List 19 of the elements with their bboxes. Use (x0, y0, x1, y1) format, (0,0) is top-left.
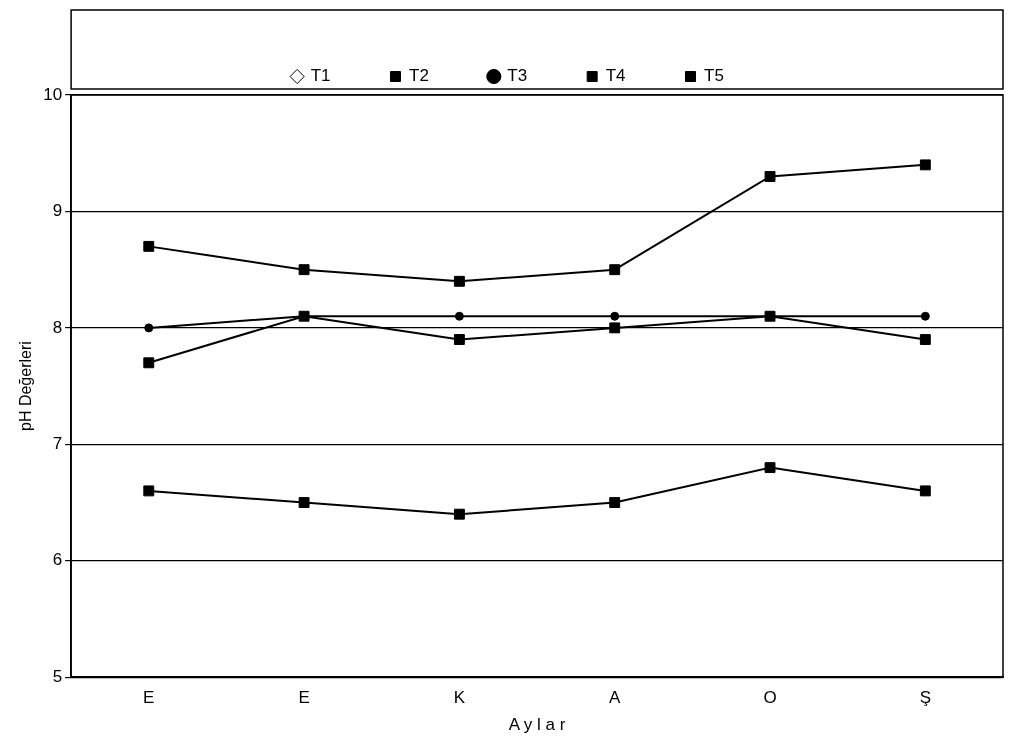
y-tick-label: 8 (52, 317, 63, 337)
legend-label: T2 (408, 66, 429, 86)
x-axis-title: A y l a r (508, 715, 566, 735)
y-tick-label: 6 (52, 550, 63, 570)
legend-label: T3 (507, 66, 528, 86)
x-tick-label: A (609, 688, 622, 708)
x-tick-label: E (143, 688, 155, 708)
x-tick-label: K (453, 688, 466, 708)
y-tick-label: 7 (52, 434, 63, 454)
legend-label: T4 (605, 66, 626, 86)
y-axis-title: pH Değerleri (17, 341, 35, 432)
x-tick-label: Ş (919, 688, 932, 708)
y-tick-label: 9 (52, 201, 63, 221)
legend-label: T1 (310, 66, 331, 86)
x-tick-label: E (298, 688, 310, 708)
y-tick-label: 5 (52, 666, 63, 686)
legend-label: T5 (704, 66, 724, 86)
x-tick-label: O (763, 688, 777, 708)
y-tick-label: 10 (43, 84, 63, 104)
